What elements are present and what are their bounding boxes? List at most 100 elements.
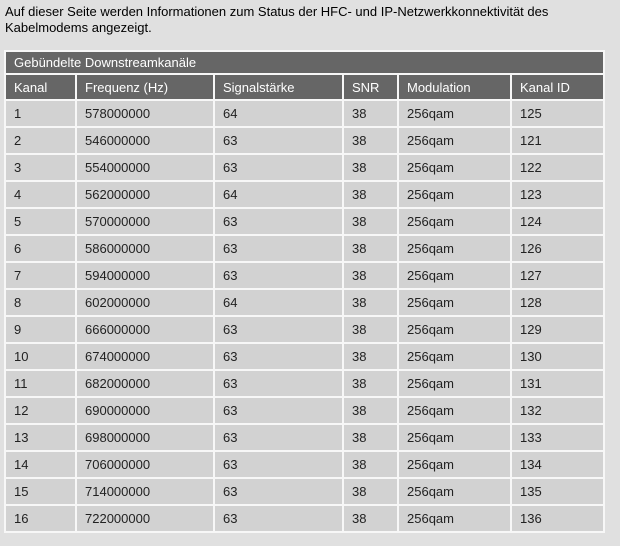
table-cell: 63 xyxy=(215,317,342,342)
table-cell: 570000000 xyxy=(77,209,213,234)
table-cell: 562000000 xyxy=(77,182,213,207)
table-cell: 4 xyxy=(6,182,75,207)
table-cell: 131 xyxy=(512,371,604,396)
table-header-row: Kanal Frequenz (Hz) Signalstärke SNR Modulat… xyxy=(6,75,604,99)
table-row: 12 690000000 63 38 256qam 132 xyxy=(6,398,604,423)
table-cell: 63 xyxy=(215,371,342,396)
table-cell: 63 xyxy=(215,128,342,153)
table-cell: 38 xyxy=(344,452,397,477)
table-cell: 674000000 xyxy=(77,344,213,369)
table-cell: 126 xyxy=(512,236,604,261)
table-cell: 256qam xyxy=(399,263,510,288)
table-row: 15 714000000 63 38 256qam 135 xyxy=(6,479,604,504)
table-cell: 256qam xyxy=(399,128,510,153)
table-cell: 13 xyxy=(6,425,75,450)
table-cell: 714000000 xyxy=(77,479,213,504)
table-row: 16 722000000 63 38 256qam 136 xyxy=(6,506,604,531)
table-cell: 38 xyxy=(344,371,397,396)
table-cell: 546000000 xyxy=(77,128,213,153)
table-cell: 63 xyxy=(215,344,342,369)
table-cell: 256qam xyxy=(399,452,510,477)
table-cell: 38 xyxy=(344,236,397,261)
table-row: 7 594000000 63 38 256qam 127 xyxy=(6,263,604,288)
table-row: 1 578000000 64 38 256qam 125 xyxy=(6,101,604,126)
table-cell: 256qam xyxy=(399,479,510,504)
table-cell: 38 xyxy=(344,155,397,180)
table-cell: 10 xyxy=(6,344,75,369)
table-cell: 38 xyxy=(344,182,397,207)
table-row: 6 586000000 63 38 256qam 126 xyxy=(6,236,604,261)
table-cell: 64 xyxy=(215,290,342,315)
table-cell: 682000000 xyxy=(77,371,213,396)
table-cell: 63 xyxy=(215,155,342,180)
table-cell: 578000000 xyxy=(77,101,213,126)
table-cell: 594000000 xyxy=(77,263,213,288)
table-title: Gebündelte Downstreamkanäle xyxy=(6,52,604,73)
table-cell: 136 xyxy=(512,506,604,531)
table-cell: 256qam xyxy=(399,344,510,369)
table-cell: 38 xyxy=(344,398,397,423)
table-cell: 256qam xyxy=(399,398,510,423)
table-cell: 11 xyxy=(6,371,75,396)
table-cell: 256qam xyxy=(399,236,510,261)
table-cell: 63 xyxy=(215,209,342,234)
table-row: 11 682000000 63 38 256qam 131 xyxy=(6,371,604,396)
column-header-1: Frequenz (Hz) xyxy=(77,75,213,99)
table-cell: 16 xyxy=(6,506,75,531)
table-cell: 38 xyxy=(344,128,397,153)
table-cell: 64 xyxy=(215,101,342,126)
table-cell: 128 xyxy=(512,290,604,315)
table-cell: 133 xyxy=(512,425,604,450)
table-cell: 121 xyxy=(512,128,604,153)
table-row: 9 666000000 63 38 256qam 129 xyxy=(6,317,604,342)
table-cell: 256qam xyxy=(399,290,510,315)
table-cell: 63 xyxy=(215,452,342,477)
table-cell: 63 xyxy=(215,398,342,423)
table-cell: 9 xyxy=(6,317,75,342)
table-cell: 63 xyxy=(215,506,342,531)
table-row: 5 570000000 63 38 256qam 124 xyxy=(6,209,604,234)
table-cell: 722000000 xyxy=(77,506,213,531)
table-cell: 38 xyxy=(344,344,397,369)
table-cell: 38 xyxy=(344,479,397,504)
table-cell: 38 xyxy=(344,290,397,315)
table-cell: 38 xyxy=(344,263,397,288)
column-header-5: Kanal ID xyxy=(512,75,604,99)
table-cell: 666000000 xyxy=(77,317,213,342)
table-body: 1 578000000 64 38 256qam 125 2 546000000 63 38 256… xyxy=(6,101,604,531)
table-cell: 125 xyxy=(512,101,604,126)
table-row: 3 554000000 63 38 256qam 122 xyxy=(6,155,604,180)
table-cell: 38 xyxy=(344,425,397,450)
table-cell: 256qam xyxy=(399,317,510,342)
table-cell: 124 xyxy=(512,209,604,234)
table-row: 4 562000000 64 38 256qam 123 xyxy=(6,182,604,207)
table-cell: 122 xyxy=(512,155,604,180)
table-cell: 256qam xyxy=(399,506,510,531)
table-cell: 698000000 xyxy=(77,425,213,450)
table-cell: 130 xyxy=(512,344,604,369)
table-cell: 6 xyxy=(6,236,75,261)
table-row: 2 546000000 63 38 256qam 121 xyxy=(6,128,604,153)
table-cell: 5 xyxy=(6,209,75,234)
table-cell: 38 xyxy=(344,209,397,234)
downstream-channels-table: Gebündelte Downstreamkanäle Kanal Frequen… xyxy=(4,50,606,533)
table-cell: 602000000 xyxy=(77,290,213,315)
table-cell: 586000000 xyxy=(77,236,213,261)
table-cell: 63 xyxy=(215,479,342,504)
table-cell: 38 xyxy=(344,506,397,531)
table-row: 13 698000000 63 38 256qam 133 xyxy=(6,425,604,450)
table-cell: 63 xyxy=(215,263,342,288)
table-cell: 63 xyxy=(215,425,342,450)
table-cell: 3 xyxy=(6,155,75,180)
table-cell: 256qam xyxy=(399,182,510,207)
table-cell: 15 xyxy=(6,479,75,504)
table-row: 8 602000000 64 38 256qam 128 xyxy=(6,290,604,315)
table-cell: 123 xyxy=(512,182,604,207)
table-cell: 256qam xyxy=(399,209,510,234)
table-row: 14 706000000 63 38 256qam 134 xyxy=(6,452,604,477)
table-cell: 256qam xyxy=(399,101,510,126)
table-cell: 63 xyxy=(215,236,342,261)
table-row: 10 674000000 63 38 256qam 130 xyxy=(6,344,604,369)
table-cell: 256qam xyxy=(399,425,510,450)
column-header-0: Kanal xyxy=(6,75,75,99)
